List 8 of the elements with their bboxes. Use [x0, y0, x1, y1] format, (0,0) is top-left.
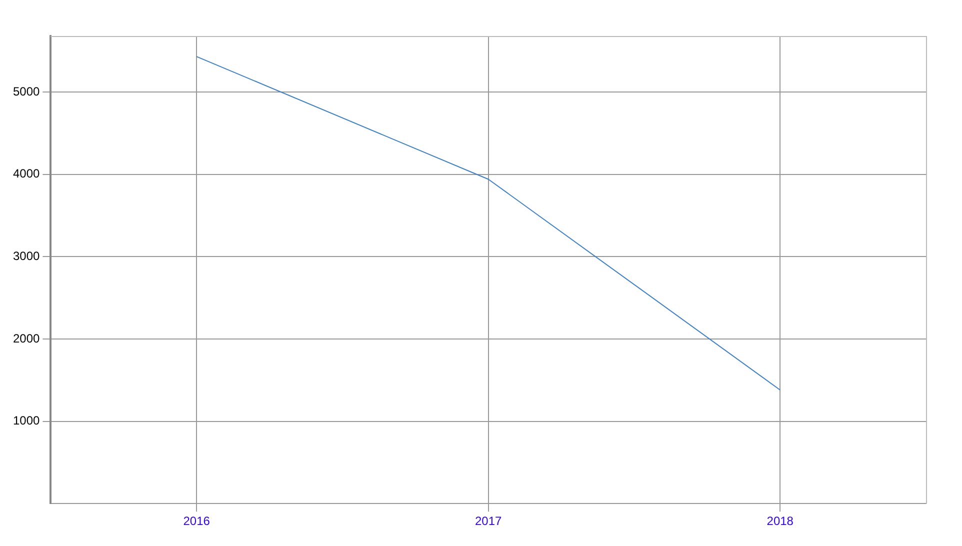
x-tick-label: 2016 — [183, 514, 210, 528]
y-tick-label: 1000 — [12, 414, 40, 428]
y-tick-label: 3000 — [12, 248, 40, 263]
y-tick-label: 5000 — [12, 84, 40, 98]
x-tick-label: 2018 — [766, 514, 794, 528]
x-tick-label: 2017 — [474, 514, 502, 528]
y-tick-label: 4000 — [12, 166, 40, 181]
y-tick-label: 2000 — [12, 331, 40, 346]
